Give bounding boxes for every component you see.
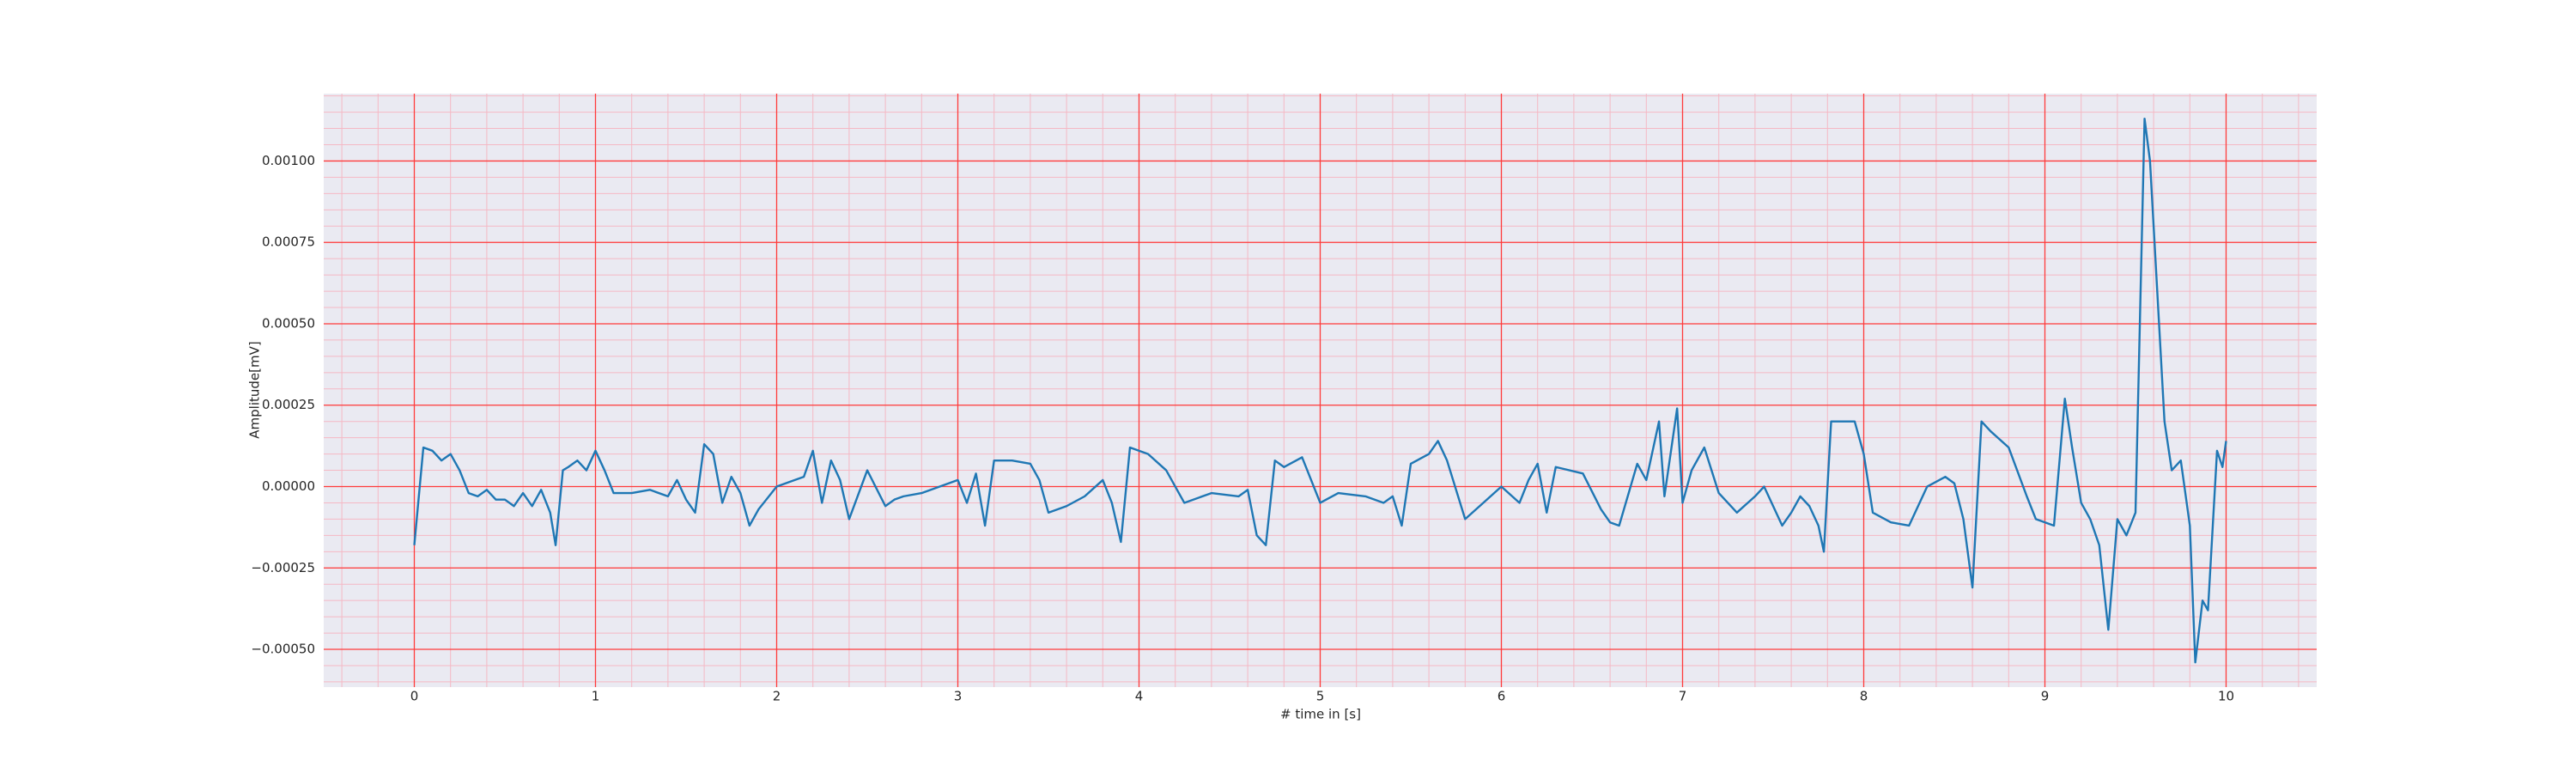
x-tick-label: 3 [954,689,963,704]
y-axis-label: Amplitude[mV] [247,341,263,438]
x-tick-label: 5 [1316,689,1325,704]
x-axis-label: # time in [s] [1280,707,1361,722]
x-tick-label: 9 [2041,689,2050,704]
x-tick-label: 8 [1860,689,1868,704]
y-tick-label: −0.00025 [251,560,315,575]
y-tick-label: −0.00050 [251,642,315,657]
x-tick-label: 4 [1135,689,1144,704]
y-tick-label: 0.00075 [262,234,315,250]
y-tick-label: 0.00000 [262,478,315,494]
signal-line [413,117,2227,664]
y-tick-label: 0.00100 [262,153,315,168]
y-tick-label: 0.00025 [262,397,315,412]
x-tick-label: 6 [1498,689,1506,704]
x-tick-label: 7 [1679,689,1687,704]
x-tick-label: 2 [773,689,781,704]
y-tick-label: 0.00050 [262,315,315,331]
x-tick-label: 1 [592,689,600,704]
plot-area [324,94,2317,687]
x-tick-label: 0 [410,689,419,704]
x-tick-label: 10 [2218,689,2234,704]
